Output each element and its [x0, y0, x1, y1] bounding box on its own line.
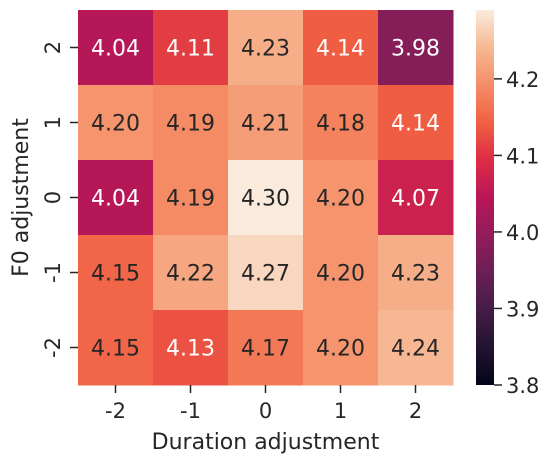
x-tick-label: 2 [409, 399, 422, 423]
colorbar-ticks: 3.8 3.9 4.0 4.1 4.2 [494, 68, 539, 398]
cell-value-label: 4.24 [391, 337, 440, 362]
heatmap-cell [378, 85, 454, 161]
heatmap-cell [228, 10, 304, 86]
heatmap-cell [153, 160, 229, 236]
colorbar [476, 10, 494, 385]
heatmap-cell [228, 235, 304, 311]
colorbar-tick-label: 4.1 [506, 144, 539, 168]
cell-value-label: 4.23 [241, 37, 290, 62]
heatmap-cell [228, 85, 304, 161]
heatmap-cell [78, 310, 154, 386]
cell-value-label: 4.18 [316, 112, 365, 137]
cell-value-label: 4.15 [91, 262, 140, 287]
cell-value-label: 4.20 [316, 337, 365, 362]
cell-value-label: 4.20 [91, 112, 140, 137]
cell-value-label: 4.19 [166, 187, 215, 212]
heatmap-cell [153, 10, 229, 86]
heatmap-cell [378, 10, 454, 86]
x-tick-label: -1 [180, 399, 201, 423]
cell-value-label: 4.13 [166, 337, 215, 362]
y-axis-ticks: 2 1 0 -1 -2 [41, 41, 78, 358]
colorbar-tick-label: 4.0 [506, 221, 539, 245]
x-tick-label: 1 [334, 399, 347, 423]
cell-value-label: 4.04 [91, 187, 140, 212]
heatmap-cell [378, 235, 454, 311]
heatmap-cell [78, 160, 154, 236]
x-tick-label: 0 [259, 399, 272, 423]
heatmap-cell [378, 160, 454, 236]
y-axis-title: F0 adjustment [9, 118, 34, 277]
heatmap-cell [303, 160, 379, 236]
heatmap-cell [303, 235, 379, 311]
heatmap-cell [303, 310, 379, 386]
y-tick-label: -2 [41, 337, 65, 358]
x-tick-label: -2 [105, 399, 126, 423]
cell-value-label: 4.27 [241, 262, 290, 287]
heatmap-cell [153, 310, 229, 386]
cell-value-label: 4.04 [91, 37, 140, 62]
heatmap-cell [228, 310, 304, 386]
cell-value-label: 4.21 [241, 112, 290, 137]
heatmap-cell [78, 10, 154, 86]
cell-value-label: 4.23 [391, 262, 440, 287]
heatmap-cells: 4.04 4.11 4.23 4.14 3.98 4.20 4.19 4.21 4.18 4.14… [78, 10, 454, 386]
cell-value-label: 4.30 [241, 187, 290, 212]
y-tick-label: -1 [41, 262, 65, 283]
cell-value-label: 4.11 [166, 37, 215, 62]
y-tick-label: 0 [41, 191, 65, 204]
x-axis-ticks: -2 -1 0 1 2 [105, 385, 422, 423]
cell-value-label: 4.14 [391, 112, 440, 137]
heatmap-cell [303, 85, 379, 161]
heatmap-cell [303, 10, 379, 86]
heatmap-cell [78, 85, 154, 161]
cell-value-label: 4.15 [91, 337, 140, 362]
cell-value-label: 4.19 [166, 112, 215, 137]
x-axis-title: Duration adjustment [152, 430, 380, 455]
heatmap-cell [78, 235, 154, 311]
heatmap-cell [153, 235, 229, 311]
cell-value-label: 4.22 [166, 262, 215, 287]
heatmap-cell [378, 310, 454, 386]
cell-value-label: 4.14 [316, 37, 365, 62]
cell-value-label: 4.20 [316, 187, 365, 212]
heatmap-cell [153, 85, 229, 161]
colorbar-tick-label: 4.2 [506, 68, 539, 92]
cell-value-label: 4.07 [391, 187, 440, 212]
y-tick-label: 2 [41, 41, 65, 54]
cell-value-label: 3.98 [391, 37, 440, 62]
colorbar-tick-label: 3.9 [506, 297, 539, 321]
colorbar-tick-label: 3.8 [506, 374, 539, 398]
heatmap-cell [228, 160, 304, 236]
y-tick-label: 1 [41, 116, 65, 129]
cell-value-label: 4.17 [241, 337, 290, 362]
cell-value-label: 4.20 [316, 262, 365, 287]
